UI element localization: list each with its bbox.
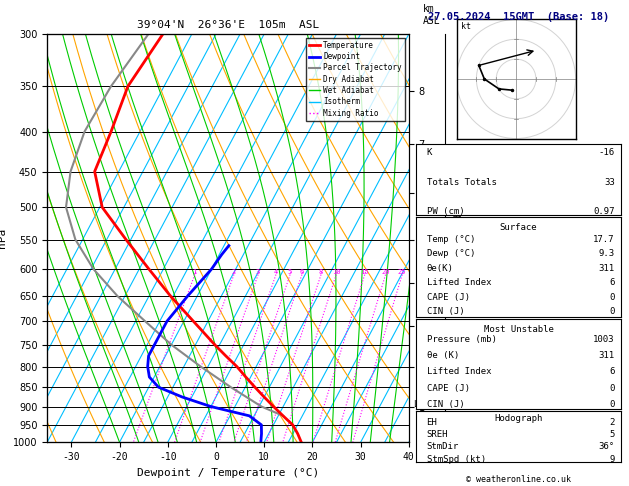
Text: K: K bbox=[426, 148, 432, 157]
Text: 0: 0 bbox=[610, 384, 615, 393]
Text: 27.05.2024  15GMT  (Base: 18): 27.05.2024 15GMT (Base: 18) bbox=[428, 12, 610, 22]
Y-axis label: Mixing Ratio (g/kg): Mixing Ratio (g/kg) bbox=[452, 182, 462, 294]
Text: 6: 6 bbox=[610, 278, 615, 287]
Text: 20: 20 bbox=[381, 269, 390, 275]
Text: 0.97: 0.97 bbox=[593, 207, 615, 216]
Text: LCL: LCL bbox=[413, 400, 428, 409]
Text: 2: 2 bbox=[231, 269, 236, 275]
Text: StmDir: StmDir bbox=[426, 442, 459, 451]
Text: SREH: SREH bbox=[426, 430, 448, 439]
X-axis label: Dewpoint / Temperature (°C): Dewpoint / Temperature (°C) bbox=[137, 468, 319, 478]
Legend: Temperature, Dewpoint, Parcel Trajectory, Dry Adiabat, Wet Adiabat, Isotherm, Mi: Temperature, Dewpoint, Parcel Trajectory… bbox=[306, 38, 405, 121]
Text: 311: 311 bbox=[599, 264, 615, 273]
Text: 0: 0 bbox=[610, 400, 615, 409]
Text: Surface: Surface bbox=[500, 223, 537, 232]
Text: Totals Totals: Totals Totals bbox=[426, 177, 496, 187]
Text: kt: kt bbox=[460, 22, 470, 32]
Text: 0: 0 bbox=[610, 293, 615, 302]
Text: 311: 311 bbox=[599, 351, 615, 360]
Text: PW (cm): PW (cm) bbox=[426, 207, 464, 216]
Text: θe(K): θe(K) bbox=[426, 264, 454, 273]
Text: 5: 5 bbox=[288, 269, 292, 275]
Text: 3: 3 bbox=[256, 269, 260, 275]
Text: 6: 6 bbox=[300, 269, 304, 275]
Text: 33: 33 bbox=[604, 177, 615, 187]
Text: 0: 0 bbox=[610, 307, 615, 316]
Text: 5: 5 bbox=[610, 430, 615, 439]
Text: 9: 9 bbox=[610, 455, 615, 464]
Text: EH: EH bbox=[426, 418, 437, 427]
Text: 10: 10 bbox=[332, 269, 340, 275]
Text: Hodograph: Hodograph bbox=[494, 414, 543, 423]
Text: 8: 8 bbox=[319, 269, 323, 275]
Text: 25: 25 bbox=[398, 269, 406, 275]
Text: -16: -16 bbox=[599, 148, 615, 157]
Text: 1: 1 bbox=[192, 269, 197, 275]
Text: θe (K): θe (K) bbox=[426, 351, 459, 360]
Y-axis label: hPa: hPa bbox=[0, 228, 8, 248]
Text: 4: 4 bbox=[274, 269, 278, 275]
Text: Pressure (mb): Pressure (mb) bbox=[426, 334, 496, 344]
Text: CIN (J): CIN (J) bbox=[426, 307, 464, 316]
Title: 39°04'N  26°36'E  105m  ASL: 39°04'N 26°36'E 105m ASL bbox=[137, 20, 319, 31]
Text: Dewp (°C): Dewp (°C) bbox=[426, 249, 475, 258]
Text: 2: 2 bbox=[610, 418, 615, 427]
Text: Lifted Index: Lifted Index bbox=[426, 278, 491, 287]
Text: 36°: 36° bbox=[599, 442, 615, 451]
Text: CAPE (J): CAPE (J) bbox=[426, 293, 470, 302]
Text: Temp (°C): Temp (°C) bbox=[426, 235, 475, 243]
Text: km
ASL: km ASL bbox=[423, 4, 441, 26]
Text: 17.7: 17.7 bbox=[593, 235, 615, 243]
Text: © weatheronline.co.uk: © weatheronline.co.uk bbox=[467, 474, 571, 484]
Text: 1003: 1003 bbox=[593, 334, 615, 344]
Text: StmSpd (kt): StmSpd (kt) bbox=[426, 455, 486, 464]
Text: Most Unstable: Most Unstable bbox=[484, 325, 554, 334]
Text: CAPE (J): CAPE (J) bbox=[426, 384, 470, 393]
Text: Lifted Index: Lifted Index bbox=[426, 367, 491, 376]
Text: 9.3: 9.3 bbox=[599, 249, 615, 258]
Text: CIN (J): CIN (J) bbox=[426, 400, 464, 409]
Text: 15: 15 bbox=[360, 269, 369, 275]
Text: 6: 6 bbox=[610, 367, 615, 376]
